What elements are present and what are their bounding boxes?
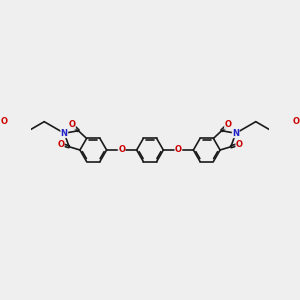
Text: O: O: [175, 146, 182, 154]
Text: O: O: [236, 140, 243, 149]
Text: O: O: [118, 146, 125, 154]
Text: N: N: [232, 129, 239, 138]
Text: O: O: [1, 117, 8, 126]
Text: O: O: [292, 117, 299, 126]
Text: N: N: [61, 129, 68, 138]
Text: O: O: [57, 140, 64, 149]
Text: O: O: [224, 120, 232, 129]
Text: O: O: [68, 120, 76, 129]
